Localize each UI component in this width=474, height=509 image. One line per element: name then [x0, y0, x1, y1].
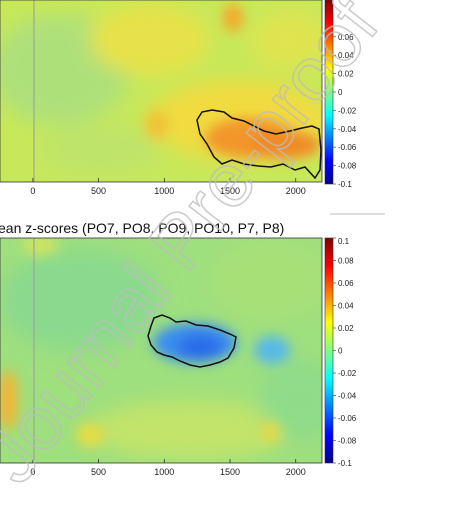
top-x-tick-label: 1000 [154, 186, 174, 196]
top-heatmap-field [0, 0, 322, 182]
bottom-x-tick-label: 2000 [286, 467, 306, 477]
bottom-colorbar-tick-label: 0.04 [338, 302, 354, 311]
top-colorbar-tick-label: -0.02 [338, 106, 357, 115]
top-colorbar-tick-label: -0.04 [338, 125, 357, 134]
top-colorbar-tick-label: -0.06 [338, 143, 357, 152]
bottom-x-axis: 0 500 1000 1500 2000 [30, 459, 306, 477]
bottom-colorbar-tick-label: -0.02 [338, 369, 357, 378]
bottom-colorbar-ticks: 0.1 0.08 0.06 0.04 0.02 0 -0.02 -0.04 -0.06 -0.08… [333, 237, 357, 468]
top-x-tick-label: 2000 [286, 186, 306, 196]
top-heatmap-panel: 0 500 1000 1500 2000 0.06 0.04 0.02 0 -0.02 -0.04… [0, 0, 357, 196]
top-x-tick-label: 1500 [220, 186, 240, 196]
bottom-colorbar-tick-label: 0.02 [338, 324, 354, 333]
bottom-heatmap-panel: 0 500 1000 1500 2000 0.1 0.08 0.06 0.04 0.02 0 -0.… [0, 237, 357, 477]
top-significance-contour [196, 109, 322, 180]
bottom-colorbar-tick-label: -0.04 [338, 392, 357, 401]
top-colorbar-tick-label: 0.06 [338, 33, 354, 42]
bottom-x-tick-label: 0 [30, 467, 35, 477]
top-colorbar-tick-label: 0.02 [338, 70, 354, 79]
top-x-tick-label: 500 [91, 186, 106, 196]
top-x-axis: 0 500 1000 1500 2000 [30, 178, 306, 196]
bottom-x-tick-label: 1000 [154, 467, 174, 477]
bottom-colorbar-tick-label: -0.06 [338, 414, 357, 423]
bottom-x-tick-label: 1500 [220, 467, 240, 477]
bottom-colorbar-tick-label: -0.1 [338, 459, 352, 468]
top-colorbar-tick-label: -0.08 [338, 162, 357, 171]
bottom-colorbar-tick-label: 0.08 [338, 257, 354, 266]
top-colorbar-ticks: 0.06 0.04 0.02 0 -0.02 -0.04 -0.06 -0.08 -0.1 [333, 33, 357, 189]
bottom-colorbar-tick-label: 0.1 [338, 237, 350, 246]
top-colorbar-tick-label: 0 [338, 88, 343, 97]
bottom-heatmap-field [0, 238, 322, 463]
bottom-chart-title: ean z-scores (PO7, PO8. PO9, PO10, P7, P… [0, 220, 284, 236]
top-x-tick-label: 0 [30, 186, 35, 196]
bottom-colorbar-tick-label: 0 [338, 347, 343, 356]
bottom-colorbar-tick-label: -0.08 [338, 437, 357, 446]
bottom-significance-contour [147, 314, 237, 368]
bottom-x-tick-label: 500 [91, 467, 106, 477]
bottom-colorbar-tick-label: 0.06 [338, 279, 354, 288]
top-colorbar-tick-label: -0.1 [338, 180, 352, 189]
bottom-colorbar [324, 237, 334, 464]
top-colorbar-tick-label: 0.04 [338, 51, 354, 60]
